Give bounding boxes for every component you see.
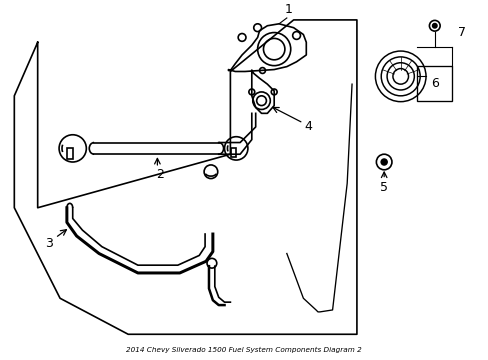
Text: 5: 5: [379, 181, 387, 194]
Text: 1: 1: [285, 3, 292, 16]
Bar: [231, 148, 236, 157]
Text: 2: 2: [156, 168, 164, 181]
Bar: [67, 148, 73, 159]
Bar: [416, 66, 451, 101]
Text: 2014 Chevy Silverado 1500 Fuel System Components Diagram 2: 2014 Chevy Silverado 1500 Fuel System Co…: [126, 347, 361, 353]
Text: 4: 4: [304, 121, 311, 134]
Text: 7: 7: [457, 26, 465, 39]
Text: 6: 6: [430, 77, 438, 90]
Circle shape: [432, 24, 436, 28]
Circle shape: [381, 159, 386, 165]
Text: 3: 3: [45, 237, 53, 250]
